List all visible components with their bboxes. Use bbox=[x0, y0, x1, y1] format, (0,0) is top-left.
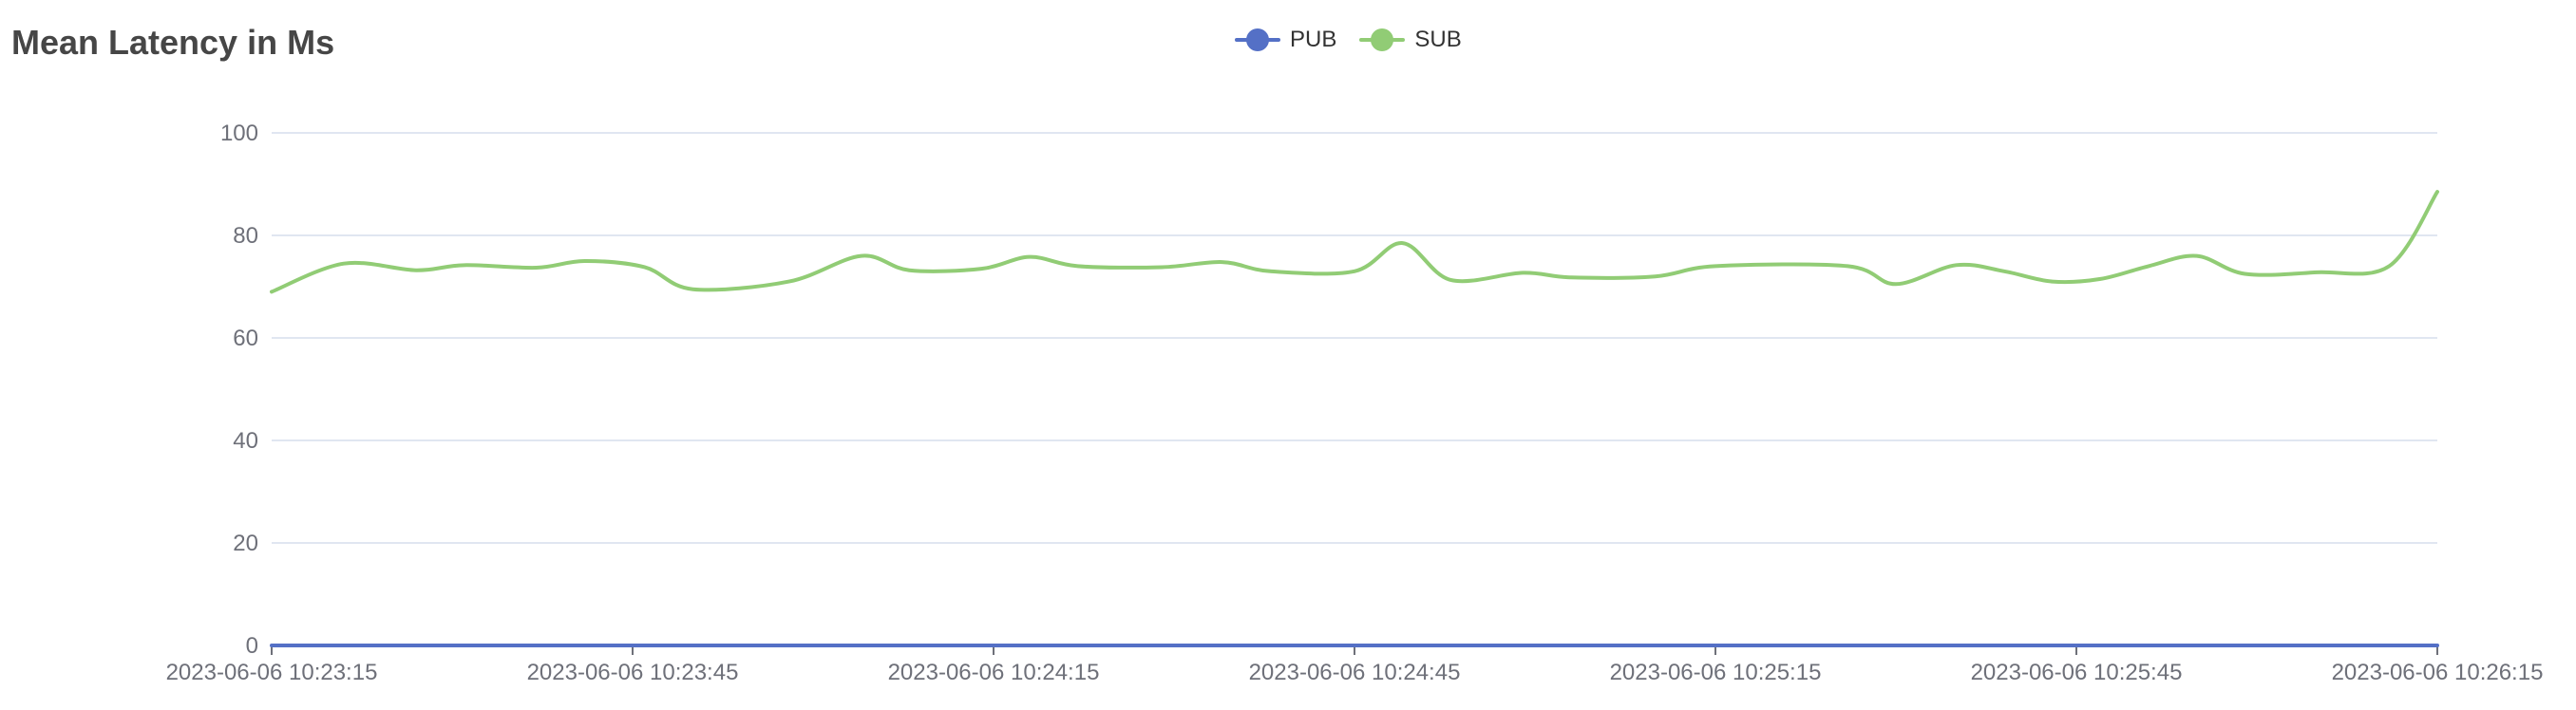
chart-title: Mean Latency in Ms bbox=[11, 23, 335, 62]
y-tick-label-20: 20 bbox=[233, 531, 258, 556]
y-tick-label-0: 0 bbox=[246, 633, 258, 659]
legend: PUB SUB bbox=[1235, 23, 1462, 57]
legend-label: SUB bbox=[1414, 27, 1462, 52]
x-tick-label-4: 2023-06-06 10:25:15 bbox=[1610, 660, 1822, 685]
y-tick-label-60: 60 bbox=[233, 326, 258, 351]
legend-item-sub[interactable]: SUB bbox=[1359, 27, 1462, 53]
x-tick-label-2: 2023-06-06 10:24:15 bbox=[888, 660, 1100, 685]
y-tick-label-40: 40 bbox=[233, 428, 258, 454]
series-line-sub bbox=[270, 190, 2439, 294]
legend-label: PUB bbox=[1290, 27, 1337, 52]
legend-item-pub[interactable]: PUB bbox=[1235, 27, 1336, 53]
y-tick-label-80: 80 bbox=[233, 223, 258, 249]
y-tick-label-100: 100 bbox=[220, 121, 258, 146]
x-tick-label-0: 2023-06-06 10:23:15 bbox=[166, 660, 378, 685]
x-tick-label-3: 2023-06-06 10:24:45 bbox=[1249, 660, 1461, 685]
legend-swatch-sub bbox=[1359, 27, 1406, 53]
x-tick-label-1: 2023-06-06 10:23:45 bbox=[527, 660, 739, 685]
x-tick-label-6: 2023-06-06 10:26:15 bbox=[2332, 660, 2544, 685]
x-tick-label-5: 2023-06-06 10:25:45 bbox=[1971, 660, 2183, 685]
legend-swatch-pub bbox=[1235, 27, 1280, 53]
